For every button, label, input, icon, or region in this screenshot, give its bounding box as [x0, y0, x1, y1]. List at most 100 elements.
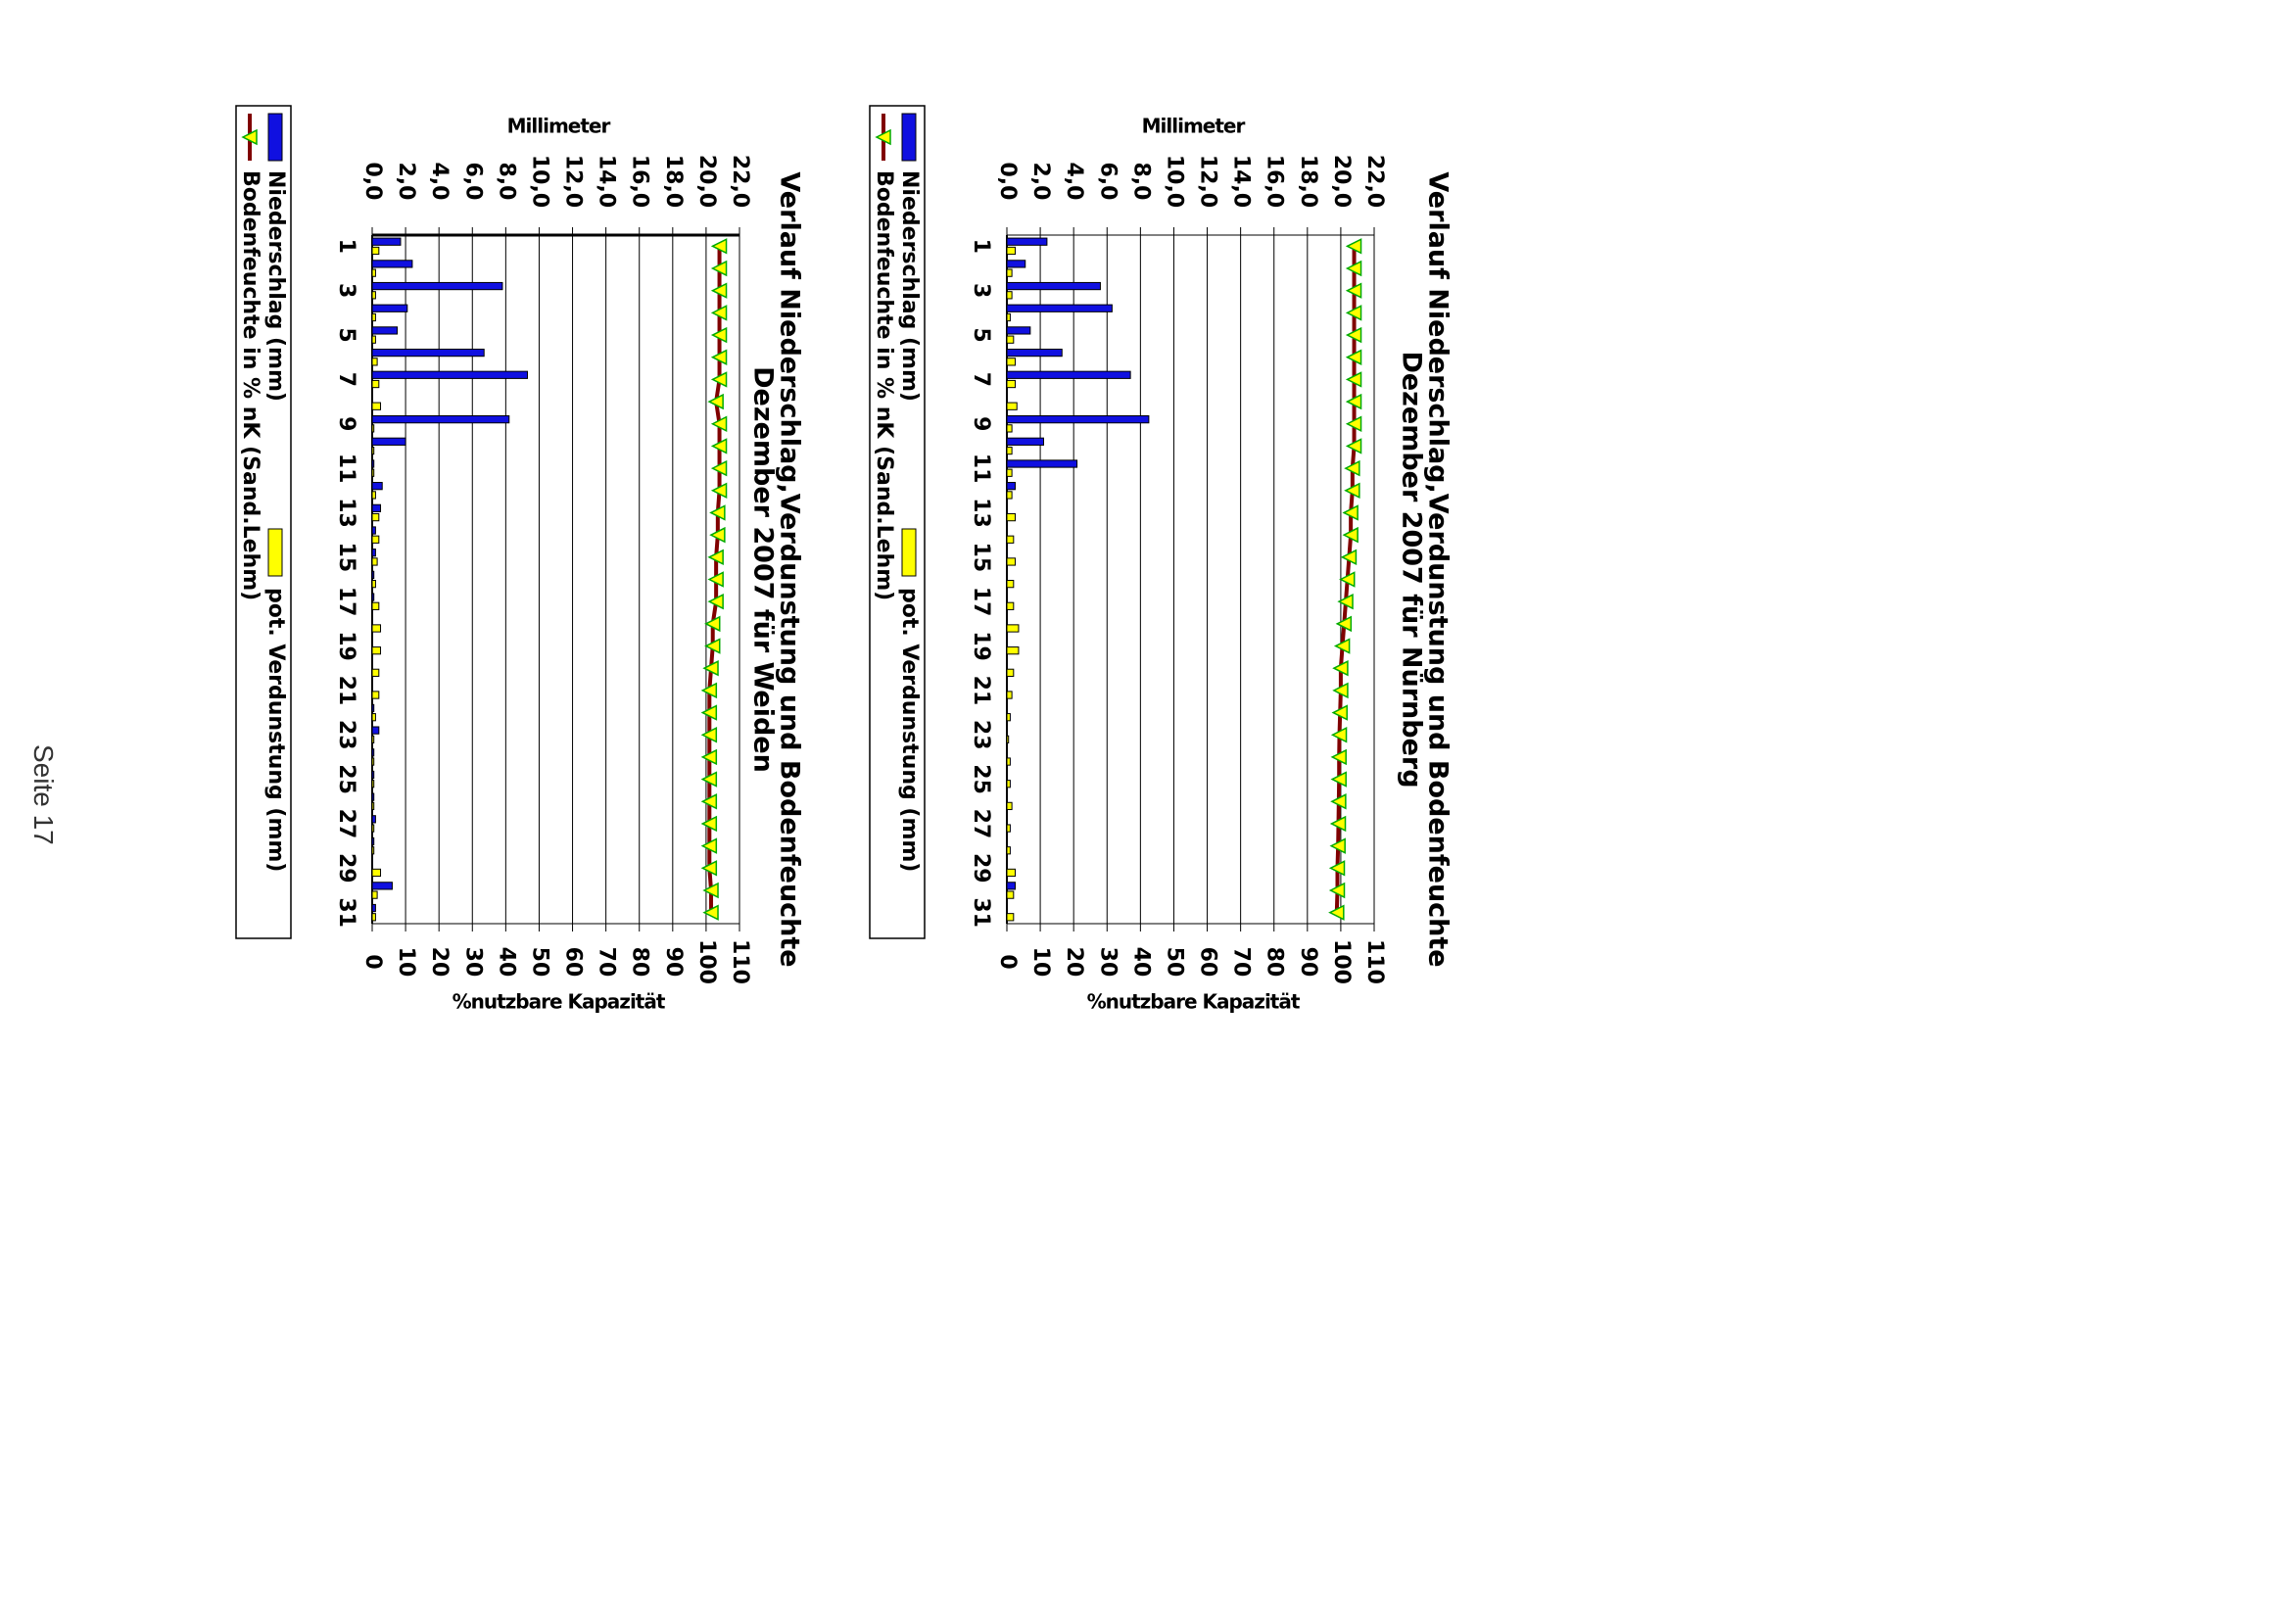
x-tick-label: 15	[334, 543, 358, 573]
soil-marker	[710, 305, 728, 321]
evap-bar	[371, 358, 378, 366]
y-tick-label: 0,0	[360, 163, 385, 201]
evap-bar	[371, 824, 375, 833]
precip-bar	[371, 281, 503, 291]
precip-bar	[371, 726, 380, 735]
evap-bar	[371, 312, 376, 322]
precip-bar	[371, 748, 375, 757]
evap-bar	[1006, 491, 1013, 500]
soil-marker	[1330, 793, 1347, 810]
y-tick-label: 10,0	[1162, 155, 1186, 208]
precip-bar	[371, 260, 413, 268]
evap-bar	[371, 624, 382, 633]
soil-marker	[700, 793, 718, 810]
x-tick-label: 29	[334, 853, 358, 884]
soil-marker	[1345, 282, 1362, 299]
evap-bar	[1006, 735, 1010, 743]
precip-bar	[371, 703, 375, 713]
soil-marker	[700, 682, 718, 699]
y2-tick-label: 10	[394, 947, 418, 978]
y2-tick-label: 110	[1362, 939, 1387, 984]
soil-marker	[710, 326, 728, 344]
evap-bar	[1006, 913, 1015, 922]
y2-tick-label: 80	[1263, 947, 1287, 978]
y-tick-label: 20,0	[1329, 155, 1354, 208]
soil-marker	[1345, 238, 1362, 255]
soil-marker	[1330, 771, 1347, 788]
evap-bar	[371, 713, 376, 722]
soil-marker	[1345, 371, 1362, 388]
soil-marker	[700, 837, 718, 854]
evap-bar	[371, 868, 382, 878]
y2-tick-label: 20	[427, 947, 452, 978]
y2-tick-label: 80	[628, 947, 652, 978]
soil-marker	[1330, 727, 1348, 743]
x-tick-label: 3	[334, 283, 358, 298]
evap-bar	[1006, 846, 1011, 855]
precip-bar	[1006, 281, 1101, 291]
x-tick-label: 13	[969, 498, 993, 528]
chart-1: Verlauf Niederschlag,Verdunstung und Bod…	[869, 105, 1454, 1014]
chart-title-line2: Dezember 2007 für Weiden	[748, 366, 779, 773]
precip-bar	[371, 526, 376, 535]
legend-precip-swatch	[267, 113, 283, 162]
x-tick-label: 19	[334, 631, 358, 661]
soil-marker	[1345, 349, 1362, 365]
y-tick-label: 2,0	[1028, 163, 1053, 201]
x-tick-label: 29	[969, 853, 993, 884]
precip-bar	[1006, 260, 1026, 268]
y2-tick-label: 60	[1196, 947, 1220, 978]
x-tick-label: 19	[969, 631, 993, 661]
soil-marker	[710, 482, 728, 500]
soil-marker	[707, 593, 724, 610]
precip-bar	[371, 503, 382, 512]
soil-marker	[700, 704, 718, 721]
soil-marker	[1345, 438, 1362, 454]
precip-bar	[371, 903, 376, 913]
chart-title-line2: Dezember 2007 für Nürnberg	[1397, 351, 1427, 788]
y2-tick-label: 0	[995, 954, 1020, 969]
evap-bar	[371, 801, 375, 811]
evap-bar	[1006, 512, 1017, 522]
y-tick-label: 2,0	[394, 163, 418, 201]
y-tick-label: 6,0	[460, 163, 485, 201]
evap-bar	[371, 646, 382, 655]
soil-marker	[1345, 326, 1362, 344]
evap-bar	[371, 846, 375, 855]
evap-bar	[1006, 824, 1011, 833]
precip-bar	[1006, 237, 1048, 246]
evap-bar	[371, 335, 376, 344]
x-tick-label: 1	[334, 239, 358, 254]
y2-tick-label: 50	[1162, 947, 1186, 978]
y-tick-label: 8,0	[1128, 163, 1153, 201]
y-axis-label: Millimeter	[507, 115, 611, 138]
precip-bars	[371, 237, 529, 913]
y2-tick-labels: 0 10 20 30 40 50 60 70 80 90 100 110	[995, 924, 1387, 984]
legend-soil-label: Bodenfeuchte in % nK (Sand.Lehm)	[872, 170, 896, 600]
evap-bar	[1006, 468, 1013, 477]
y2-axis-label: %nutzbare Kapazität	[453, 990, 666, 1014]
soil-marker	[710, 459, 728, 477]
legend-box	[869, 105, 926, 939]
soil-marker	[710, 238, 728, 255]
soil-marker	[710, 349, 728, 365]
evap-bar	[1006, 268, 1013, 277]
soil-marker	[1328, 860, 1346, 877]
y-tick-label: 16,0	[1263, 155, 1287, 208]
y2-tick-label: 90	[661, 947, 686, 978]
y-tick-labels: 0,0 2,0 4,0 6,0 8,0 10,0 12,0 14,0 16,0 18,0 20,0 2…	[360, 155, 752, 235]
precip-bar	[371, 770, 375, 780]
evap-bar	[1006, 691, 1013, 699]
x-tick-label: 25	[334, 764, 358, 794]
evap-bar	[371, 557, 378, 566]
precip-bar	[371, 459, 375, 468]
y-tick-label: 12,0	[561, 155, 586, 208]
soil-marker	[710, 415, 728, 432]
y-tick-label: 18,0	[661, 155, 686, 208]
precip-bar	[1006, 415, 1150, 424]
x-tick-label: 31	[969, 897, 993, 928]
evap-bar	[371, 668, 380, 677]
soil-marker	[704, 638, 721, 654]
evap-bar	[371, 468, 375, 477]
precip-bar	[1006, 882, 1017, 890]
